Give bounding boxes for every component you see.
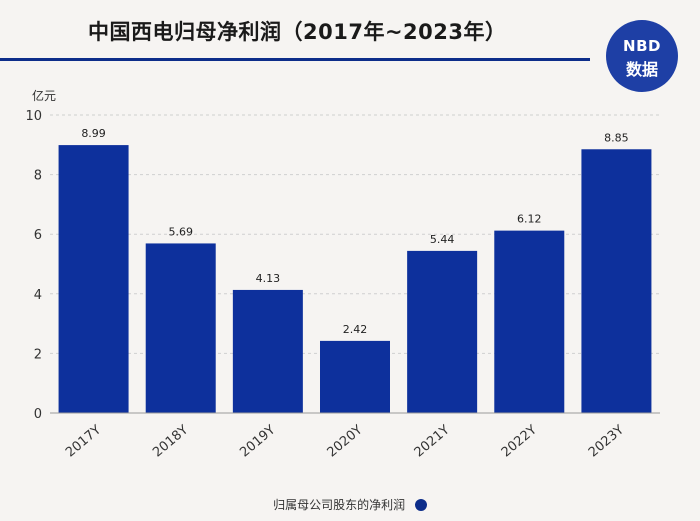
logo-line1: NBD — [623, 37, 661, 55]
x-tick-label: 2022Y — [499, 423, 540, 461]
x-tick-label: 2023Y — [586, 423, 627, 461]
bar-layer — [58, 145, 652, 413]
bar — [145, 243, 216, 413]
y-tick-label: 8 — [34, 169, 42, 184]
bar — [58, 145, 129, 413]
x-tick-label: 2017Y — [63, 423, 104, 461]
label-layer: 8.99 5.69 4.13 2.42 5.44 6.12 8.85 — [81, 127, 628, 336]
y-unit-label: 亿元 — [32, 88, 56, 103]
y-tick-label: 10 — [25, 109, 42, 124]
x-tick-label: 2020Y — [324, 423, 365, 461]
bar — [232, 289, 303, 413]
data-label: 5.69 — [168, 225, 193, 238]
logo-line2: 数据 — [625, 60, 658, 79]
title-bar: 中国西电归母净利润（2017年~2023年） — [0, 0, 700, 70]
bar-chart: 8.99 5.69 4.13 2.42 5.44 6.12 8.85 亿元 0 2 4 6 8 10 20… — [25, 88, 660, 461]
bar — [581, 149, 652, 413]
grid-layer — [50, 114, 660, 354]
bar — [494, 230, 565, 413]
chart-area: 8.99 5.69 4.13 2.42 5.44 6.12 8.85 亿元 0 2 4 6 8 10 20… — [0, 80, 700, 490]
data-label: 4.13 — [256, 272, 281, 285]
title-underline — [0, 58, 590, 61]
y-tick-label: 6 — [34, 228, 42, 243]
y-tick-label: 4 — [34, 288, 42, 303]
legend: 归属母公司股东的净利润 — [0, 496, 700, 513]
data-label: 6.12 — [517, 213, 542, 226]
data-label: 5.44 — [430, 233, 455, 246]
x-tick-label: 2019Y — [237, 423, 278, 461]
page-title: 中国西电归母净利润（2017年~2023年） — [88, 20, 507, 44]
data-label: 8.85 — [604, 131, 629, 144]
y-tick-label: 2 — [34, 347, 42, 362]
legend-label: 归属母公司股东的净利润 — [273, 498, 406, 512]
x-tick-label: 2021Y — [412, 423, 453, 461]
bar — [407, 250, 478, 413]
data-label: 2.42 — [343, 323, 368, 336]
x-tick-label: 2018Y — [150, 423, 191, 461]
nbd-logo-icon: NBD 数据 — [606, 20, 678, 92]
data-label: 8.99 — [81, 127, 106, 140]
y-tick-label: 0 — [34, 407, 42, 422]
bar — [320, 340, 390, 413]
legend-swatch — [414, 498, 427, 511]
